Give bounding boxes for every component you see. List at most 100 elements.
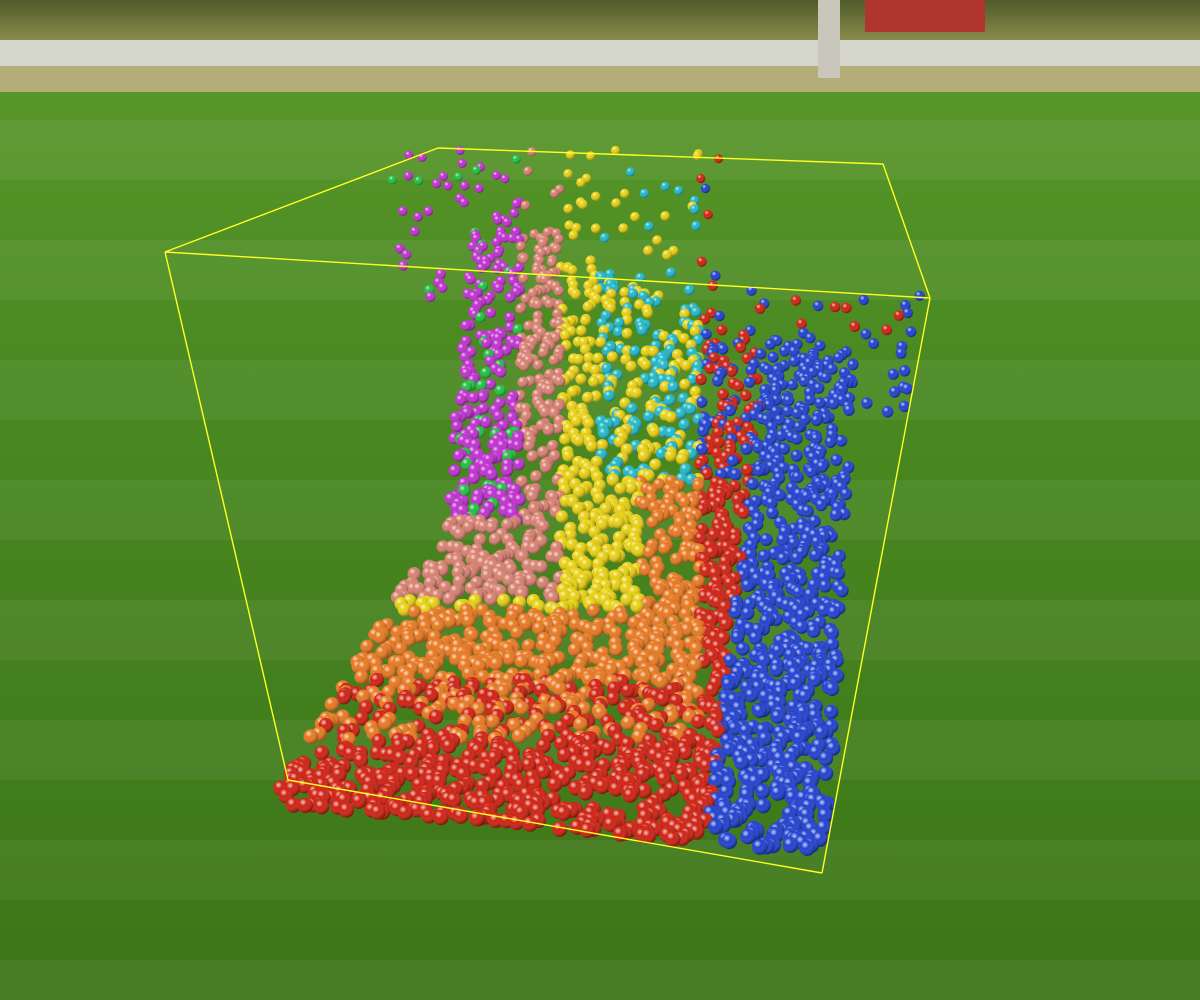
particle-shading	[512, 439, 524, 452]
particle-shading	[691, 220, 701, 231]
particle-shading	[692, 479, 705, 492]
particle-shading	[737, 506, 750, 519]
particle-shading	[579, 558, 593, 571]
particle-shading	[843, 404, 855, 416]
particle-shading	[438, 171, 448, 181]
particle-shading	[403, 171, 413, 181]
particle-shading	[664, 449, 677, 462]
particle-shading	[695, 443, 708, 456]
particle-shading	[728, 605, 743, 619]
particle-shading	[502, 217, 513, 228]
particle-shading	[515, 241, 526, 252]
particle-shading	[696, 256, 707, 267]
particle-shading	[827, 605, 841, 619]
particle-shading	[512, 323, 524, 335]
particle-shading	[576, 177, 586, 188]
particle-shading	[665, 267, 676, 278]
particle-shading	[629, 345, 641, 357]
particle-shading	[495, 366, 507, 378]
particle-shading	[830, 454, 843, 466]
particle-shading	[769, 663, 784, 678]
particle-shading	[740, 463, 754, 476]
particle-shading	[504, 311, 516, 323]
particle-shading	[608, 549, 622, 563]
particle-shading	[696, 396, 708, 408]
particle-shading	[413, 212, 423, 222]
particle-shading	[647, 345, 659, 357]
particle-shading	[554, 234, 564, 245]
particle-shading	[542, 227, 553, 238]
particle-shading	[637, 450, 650, 463]
particle-shading	[586, 151, 596, 161]
particle-shading	[833, 352, 845, 364]
particle-shading	[794, 620, 809, 634]
particle-shading	[791, 471, 804, 484]
particle-shading	[824, 436, 837, 448]
particle-shading	[681, 360, 692, 372]
particle-shading	[881, 324, 893, 336]
particle-shading	[588, 376, 600, 388]
particle-shading	[526, 490, 539, 503]
particle-shading	[779, 345, 790, 357]
particle-shading	[387, 175, 397, 185]
particle-shading	[769, 385, 782, 397]
particle-shading	[543, 384, 556, 396]
particle-shading	[637, 324, 648, 336]
particle-shading	[455, 146, 465, 156]
particle-shading	[655, 692, 670, 707]
particle-shading	[743, 376, 756, 388]
particle-shading	[790, 432, 803, 445]
particle-shading	[690, 306, 702, 318]
particle-shading	[453, 172, 463, 182]
particle-shading	[788, 355, 800, 367]
particle-shading	[514, 701, 530, 716]
particle-shading	[537, 346, 549, 358]
particle-cloud	[273, 145, 925, 856]
particle-shading	[570, 288, 581, 300]
particle-shading	[776, 552, 790, 566]
particle-shading	[644, 221, 654, 232]
particle-shading	[804, 394, 816, 406]
particle-shading	[520, 293, 531, 304]
particle-shading	[839, 487, 853, 501]
particle-shading	[733, 380, 745, 392]
particle-shading	[630, 211, 640, 222]
particle-shading	[603, 390, 615, 402]
particle-shading	[753, 464, 766, 477]
particle-shading	[567, 385, 579, 398]
particle-shading	[437, 282, 448, 293]
particle-shading	[554, 375, 566, 387]
particle-shading	[662, 249, 672, 260]
particle-shading	[585, 255, 596, 266]
particle-shading	[505, 292, 516, 303]
particle-shading	[619, 188, 630, 199]
particle-shading	[755, 348, 767, 360]
particle-shading	[575, 373, 587, 385]
particle-shading	[704, 362, 716, 374]
particle-shading	[428, 709, 444, 725]
particle-shading	[493, 282, 504, 294]
tree-line	[0, 0, 1200, 40]
particle-shading	[481, 337, 492, 349]
particle-shading	[451, 420, 463, 433]
particle-shading	[494, 384, 506, 397]
particle-shading	[640, 359, 652, 371]
particle-shading	[712, 426, 724, 439]
particle-shading	[546, 257, 557, 268]
particle-shading	[526, 450, 539, 463]
particle-shading	[595, 336, 607, 348]
particle-shading	[752, 703, 767, 719]
particle-shading	[757, 549, 771, 563]
particle-shading	[453, 527, 467, 541]
particle-shading	[781, 405, 794, 418]
particle-shading	[790, 295, 802, 306]
particle-shading	[489, 656, 504, 671]
particle-shading	[324, 697, 340, 712]
particle-shading	[397, 206, 408, 216]
particle-shading	[496, 593, 511, 607]
particle-shading	[425, 291, 436, 302]
particle-shading	[501, 464, 514, 477]
particle-shading	[517, 376, 529, 388]
particle-shading	[696, 173, 706, 184]
particle-shading	[471, 165, 481, 175]
